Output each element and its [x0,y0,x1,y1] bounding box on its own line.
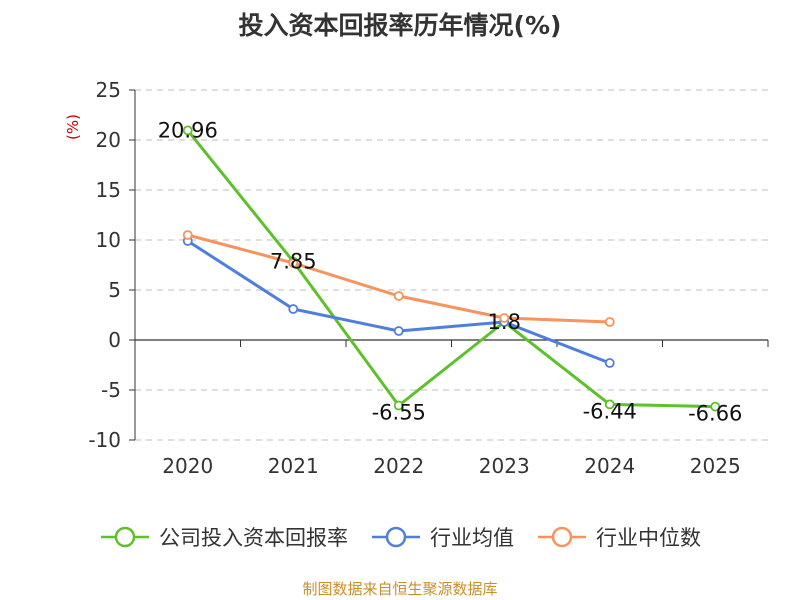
y-axis-label: (%) [64,114,82,140]
data-point-company[interactable] [604,399,615,410]
legend-marker-company [101,526,149,548]
y-tick-label: 15 [96,178,121,202]
legend-item-company[interactable]: 公司投入资本回报率 [99,522,348,552]
source-note: 制图数据来自恒生聚源数据库 [302,580,498,598]
x-tick-label: 2024 [584,454,635,478]
data-point-industry-median[interactable] [604,317,615,327]
legend-item-industry-avg[interactable]: 行业均值 [370,522,514,552]
data-point-industry-median[interactable] [499,313,510,323]
series-line-company [186,129,716,409]
x-tick-label: 2022 [373,454,424,478]
legend-label-industry-avg: 行业均值 [430,526,514,550]
data-point-industry-median[interactable] [288,258,299,268]
data-point-company[interactable] [710,401,721,412]
legend-marker-industry-avg [372,526,420,548]
data-point-company[interactable] [393,400,404,411]
chart-title: 投入资本回报率历年情况(%) [238,11,562,40]
y-tick-label: 10 [96,228,121,252]
legend-label-company: 公司投入资本回报率 [159,526,348,550]
legend: 公司投入资本回报率 行业均值 行业中位数 [0,522,800,552]
data-label: 20.96 [158,118,218,142]
data-point-industry-avg[interactable] [288,304,299,314]
data-point-industry-avg[interactable] [604,358,615,368]
y-tick-label: -10 [88,428,121,452]
series-lines [182,125,721,412]
x-tick-label: 2023 [479,454,530,478]
legend-label-industry-median: 行业中位数 [596,526,701,550]
data-label: 7.85 [270,250,317,274]
x-tick-label: 2021 [268,454,319,478]
series-line-industry-avg [186,239,611,365]
y-tick-label: 0 [108,328,121,352]
y-tick-label: -5 [101,378,121,402]
data-point-industry-median[interactable] [393,291,404,301]
y-tick-label: 25 [96,78,121,102]
y-tick-label: 20 [96,128,121,152]
data-label: -6.66 [688,402,742,426]
data-point-company[interactable] [182,125,193,136]
x-tick-label: 2020 [162,454,213,478]
data-point-industry-median[interactable] [182,230,193,240]
data-label: 1.8 [488,310,521,334]
data-point-industry-avg[interactable] [393,326,404,336]
data-label: -6.44 [583,399,637,423]
legend-marker-industry-median [538,526,586,548]
series-line-industry-median [187,233,610,324]
data-label: -6.55 [372,401,426,425]
x-tick-label: 2025 [690,454,741,478]
data-labels: 20.96 7.85 -6.55 1.8 -6.44 -6.66 [158,118,743,425]
grid-lines [135,89,768,441]
y-tick-label: 5 [108,278,121,302]
axes: 25 20 15 10 5 0 -5 -10 2020 2021 2022 2023 2024 2025 (… [64,78,769,478]
legend-item-industry-median[interactable]: 行业中位数 [536,522,701,552]
